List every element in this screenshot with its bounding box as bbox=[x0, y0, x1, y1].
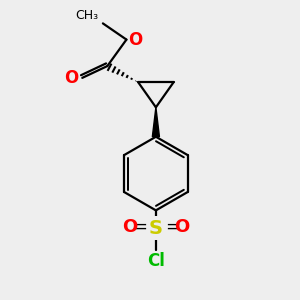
Text: O: O bbox=[64, 69, 79, 87]
Text: O: O bbox=[122, 218, 138, 236]
Text: =: = bbox=[165, 218, 180, 236]
Text: O: O bbox=[128, 31, 142, 49]
Text: CH₃: CH₃ bbox=[75, 9, 98, 22]
Text: =: = bbox=[132, 218, 147, 236]
Polygon shape bbox=[152, 107, 159, 137]
Text: S: S bbox=[149, 218, 163, 238]
Text: O: O bbox=[174, 218, 189, 236]
Text: Cl: Cl bbox=[147, 252, 165, 270]
